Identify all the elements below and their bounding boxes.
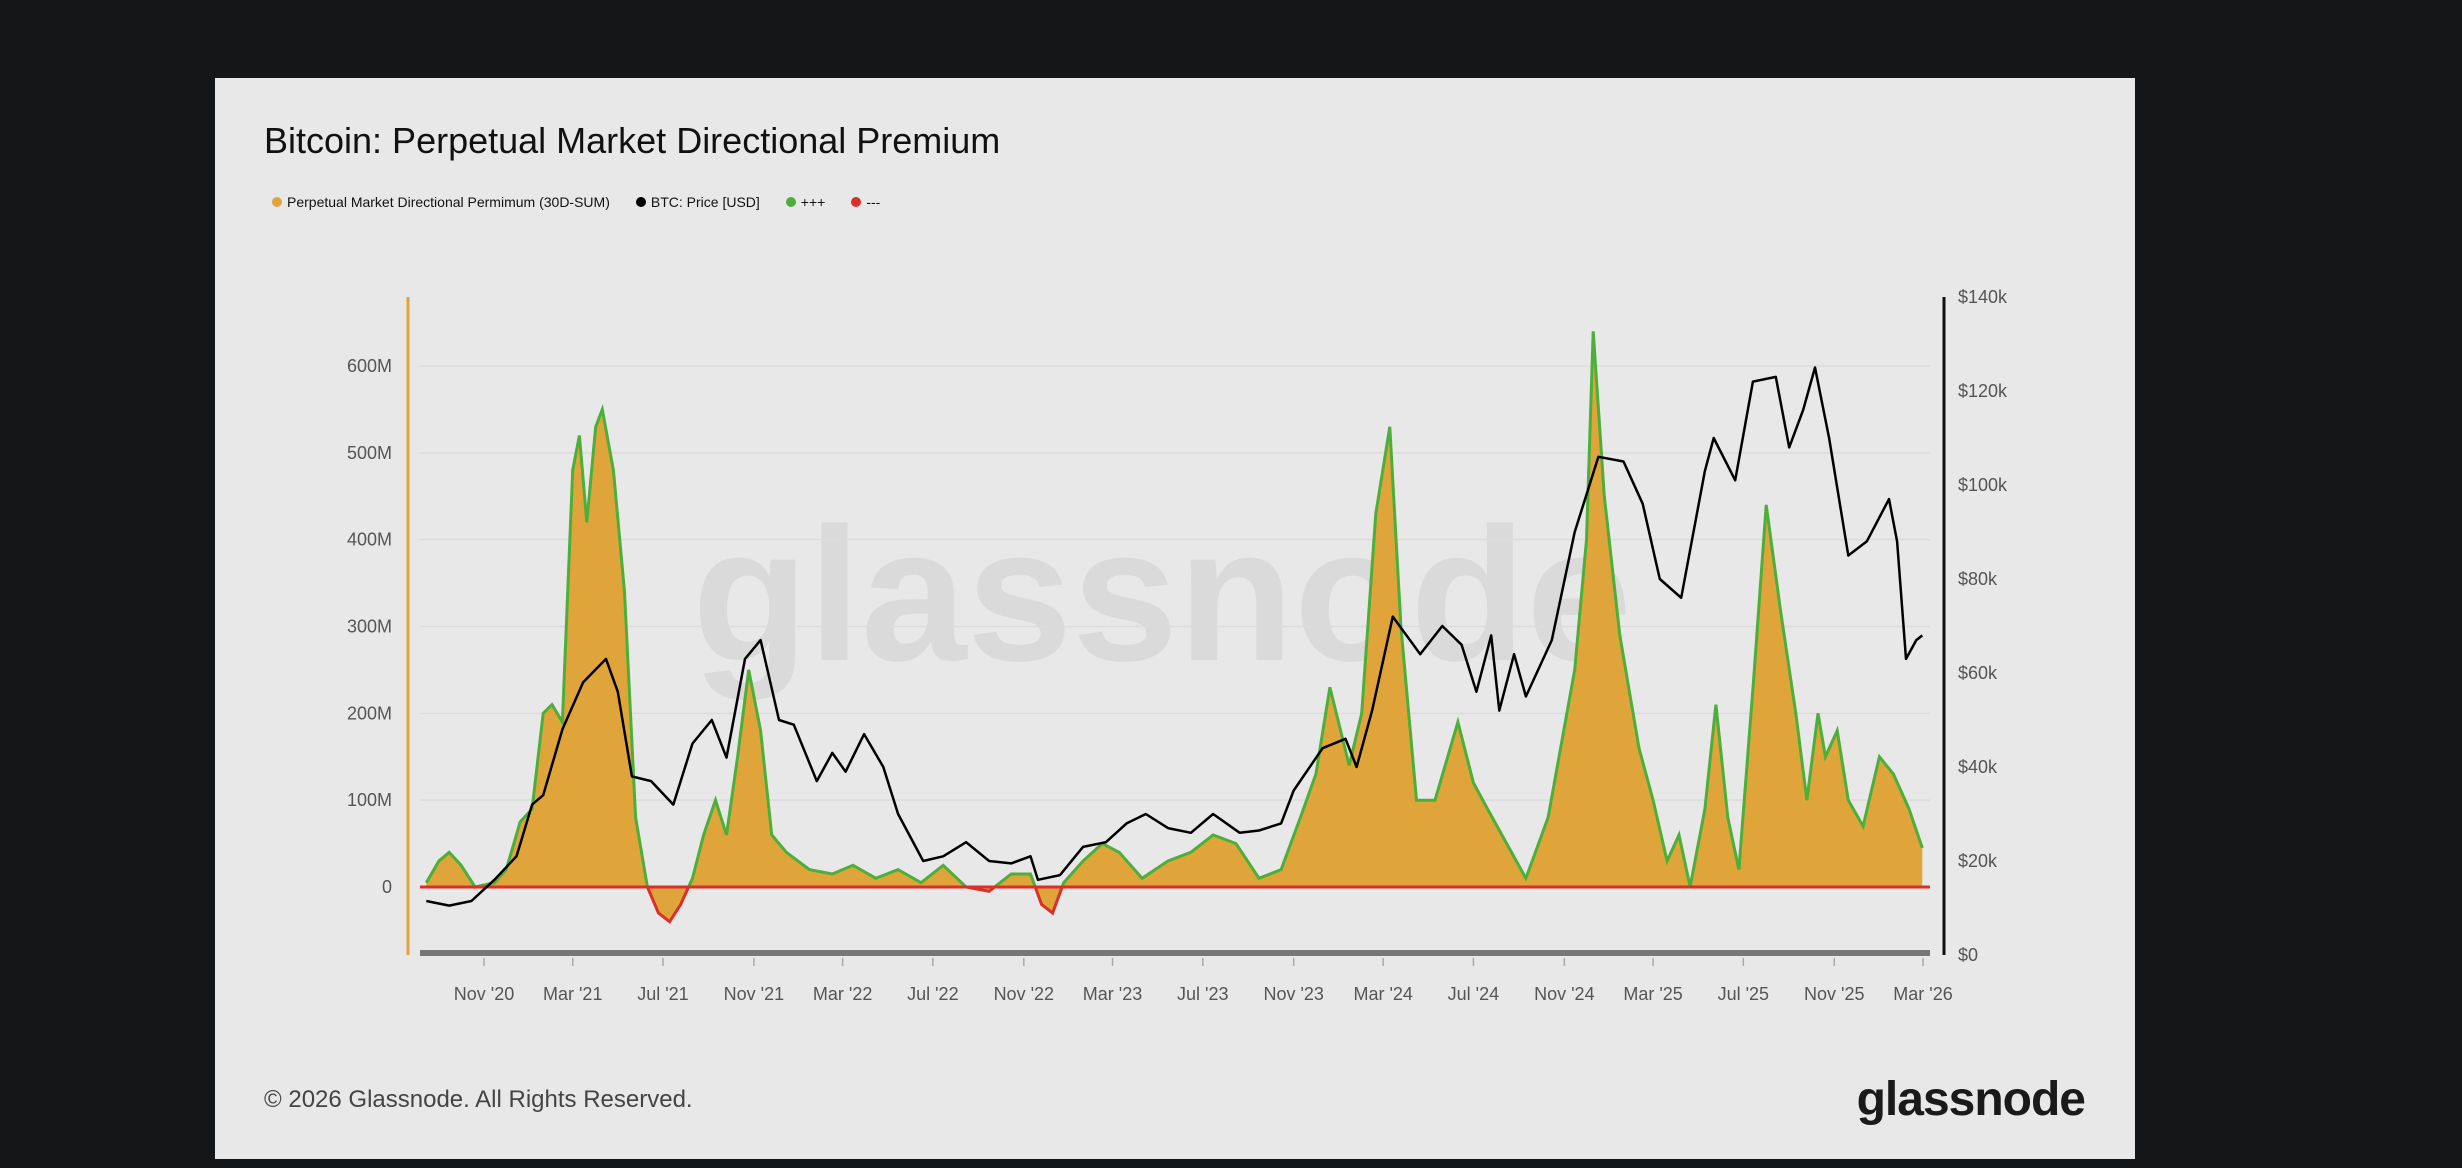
x-tick-label: Mar '24 bbox=[1353, 984, 1412, 1004]
x-tick-label: Nov '24 bbox=[1534, 984, 1594, 1004]
x-tick-label: Jul '24 bbox=[1448, 984, 1499, 1004]
x-tick-label: Mar '25 bbox=[1623, 984, 1682, 1004]
btc-price-line bbox=[426, 366, 1924, 907]
legend-label: --- bbox=[866, 194, 881, 210]
y-left-tick-label: 0 bbox=[382, 877, 392, 897]
legend-label: BTC: Price [USD] bbox=[650, 194, 760, 210]
legend-label: Perpetual Market Directional Permimum (3… bbox=[287, 194, 610, 210]
x-tick-label: Jul '23 bbox=[1177, 984, 1228, 1004]
y-right-tick-label: $0 bbox=[1958, 945, 1978, 965]
legend-dot-icon bbox=[851, 197, 862, 207]
y-left-tick-label: 100M bbox=[347, 790, 392, 810]
copyright-footer: © 2026 Glassnode. All Rights Reserved. bbox=[264, 1086, 693, 1113]
x-tick-label: Mar '21 bbox=[543, 984, 602, 1004]
chart-title: Bitcoin: Perpetual Market Directional Pr… bbox=[264, 120, 1001, 161]
legend-label: +++ bbox=[800, 194, 826, 210]
premium-positive-line bbox=[425, 331, 1924, 887]
x-tick-label: Nov '20 bbox=[454, 984, 514, 1004]
y-right-tick-label: $20k bbox=[1958, 851, 1998, 871]
legend-dot-icon bbox=[785, 197, 796, 207]
legend-dot-icon bbox=[635, 197, 646, 207]
x-tick-label: Mar '23 bbox=[1083, 984, 1142, 1004]
y-left-tick-label: 500M bbox=[347, 443, 392, 463]
legend-item-premium[interactable]: Perpetual Market Directional Permimum (3… bbox=[272, 194, 610, 210]
glassnode-logo: glassnode bbox=[1856, 1073, 2086, 1126]
y-right-tick-label: $140k bbox=[1958, 287, 2008, 307]
x-tick-label: Nov '21 bbox=[724, 984, 784, 1004]
y-left-tick-label: 300M bbox=[347, 617, 392, 637]
navigator-bar bbox=[420, 950, 1930, 956]
x-tick-label: Nov '22 bbox=[994, 984, 1054, 1004]
x-tick-label: Nov '25 bbox=[1804, 984, 1864, 1004]
x-tick-label: Nov '23 bbox=[1263, 984, 1323, 1004]
y-right-tick-label: $100k bbox=[1958, 475, 2008, 495]
legend-item-price[interactable]: BTC: Price [USD] bbox=[635, 194, 760, 210]
legend-item-negative[interactable]: --- bbox=[851, 194, 880, 210]
watermark: glassnode bbox=[692, 489, 1632, 701]
x-tick-label: Jul '21 bbox=[637, 984, 688, 1004]
x-tick-label: Mar '26 bbox=[1893, 984, 1952, 1004]
legend-dot-icon bbox=[272, 197, 282, 207]
x-tick-label: Jul '22 bbox=[907, 984, 958, 1004]
x-tick-label: Mar '22 bbox=[813, 984, 872, 1004]
y-right-tick-label: $120k bbox=[1958, 381, 2008, 401]
legend: Perpetual Market Directional Permimum (3… bbox=[272, 194, 880, 210]
y-right-tick-label: $80k bbox=[1958, 569, 1998, 589]
premium-area bbox=[426, 331, 1923, 922]
x-tick-label: Jul '25 bbox=[1718, 984, 1769, 1004]
chart-card bbox=[215, 78, 2135, 1159]
y-left-tick-label: 200M bbox=[347, 703, 392, 723]
y-right-tick-label: $60k bbox=[1958, 663, 1998, 683]
y-left-tick-label: 400M bbox=[347, 530, 392, 550]
y-right-tick-label: $40k bbox=[1958, 757, 1998, 777]
legend-item-positive[interactable]: +++ bbox=[785, 194, 826, 210]
y-left-tick-label: 600M bbox=[347, 356, 392, 376]
